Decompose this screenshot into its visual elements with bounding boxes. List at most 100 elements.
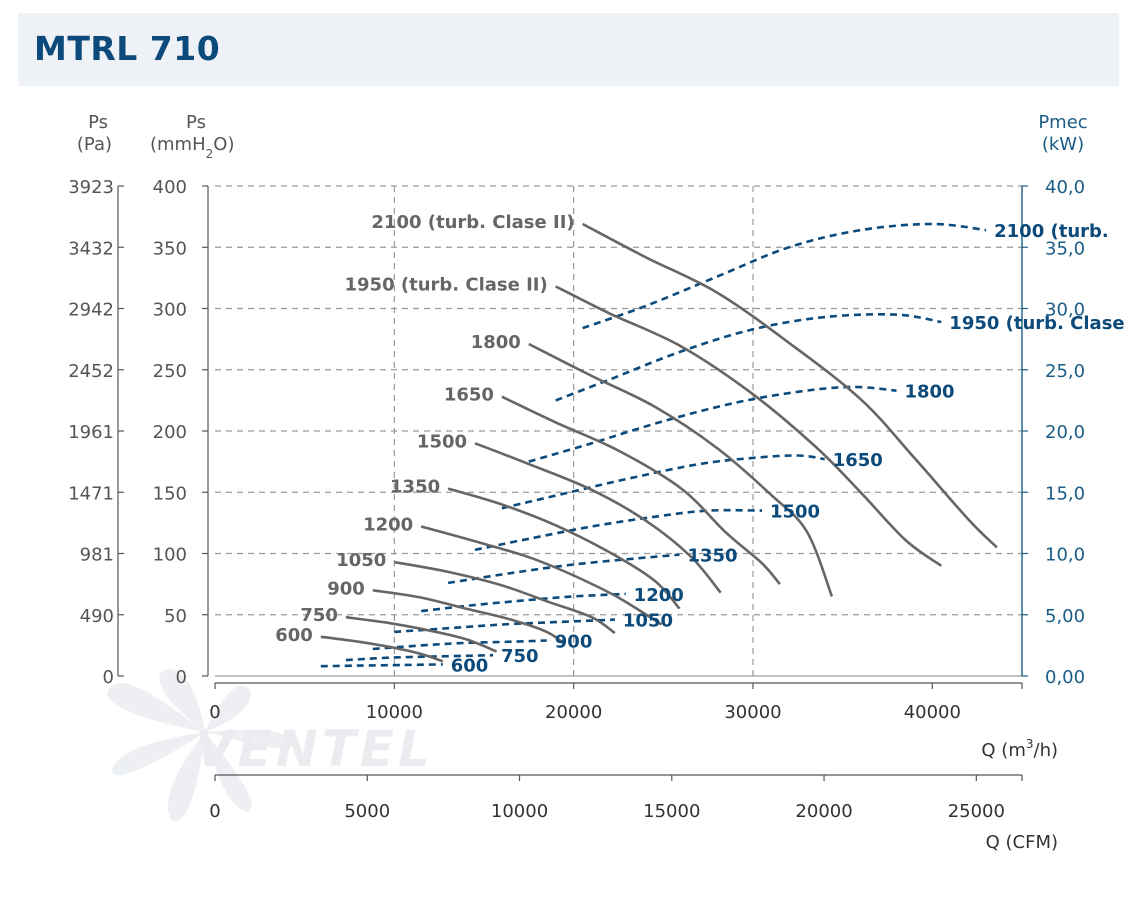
q-cfm-axis-title: Q (CFM) — [986, 832, 1058, 853]
pa-tick-label: 2452 — [68, 361, 114, 382]
pressure-curve-1050 — [394, 560, 616, 635]
pmec-tick-label: 30,0 — [1045, 300, 1085, 321]
mmh2o-tick-label: 200 — [153, 422, 187, 443]
pmec-tick-label: 20,0 — [1045, 422, 1085, 443]
power-curve-600 — [320, 663, 443, 668]
pa-tick-label: 0 — [103, 667, 114, 688]
power-curve-1200 — [421, 592, 626, 613]
power-curve-label: 900 — [555, 631, 593, 652]
power-curves — [320, 222, 987, 668]
pressure-curve-1200 — [420, 525, 663, 626]
pressure-curve-label: 1200 — [363, 515, 413, 536]
power-curve-label: 600 — [451, 655, 489, 676]
pressure-curve-label: 1350 — [390, 477, 440, 498]
pressure-curve-label: 1500 — [417, 431, 467, 452]
pa-tick-label: 490 — [80, 606, 114, 627]
pmec-tick-label: 5,00 — [1045, 606, 1085, 627]
power-curve-label: 1950 (turb. Clase — [949, 313, 1124, 334]
pa-tick-label: 981 — [80, 545, 114, 566]
mmh2o-axis-title: Ps — [186, 112, 206, 133]
q-cfm-tick-label: 25000 — [948, 801, 1005, 822]
pressure-curve-label: 1950 (turb. Clase II) — [345, 274, 548, 295]
pmec-axis-title: Pmec — [1038, 112, 1087, 133]
pa-tick-label: 1961 — [68, 422, 114, 443]
mmh2o-tick-label: 150 — [153, 483, 187, 504]
mmh2o-tick-label: 0 — [176, 667, 187, 688]
q-m3h-tick-label: 10000 — [366, 702, 423, 723]
power-curve-1650 — [501, 454, 825, 510]
curve-labels: 2100 (turb. 1950 (turb. Clase 1800 1650 1500… — [275, 212, 1124, 676]
mmh2o-tick-label: 350 — [153, 238, 187, 259]
q-m3h-tick-label: 20000 — [545, 702, 602, 723]
pressure-curve-1950 — [555, 285, 943, 567]
q-cfm-tick-label: 0 — [209, 801, 220, 822]
pressure-curve-label: 1800 — [471, 332, 521, 353]
pa-axis-unit: (Pa) — [77, 134, 112, 155]
power-curve-1350 — [447, 553, 680, 585]
power-curve-label: 2100 (turb. — [994, 221, 1109, 242]
pressure-curve-label: 1050 — [336, 550, 386, 571]
power-curve-label: 1200 — [634, 585, 684, 606]
power-curve-1500 — [474, 508, 763, 552]
pressure-curve-label: 600 — [275, 625, 313, 646]
title-bar: MTRL 710 — [18, 13, 1119, 86]
q-m3h-tick-label: 30000 — [724, 702, 781, 723]
pmec-tick-label: 0,00 — [1045, 667, 1085, 688]
pressure-curve-label: 750 — [300, 605, 338, 626]
mmh2o-tick-label: 250 — [153, 361, 187, 382]
power-curve-1950 — [555, 313, 942, 402]
pmec-tick-label: 35,0 — [1045, 238, 1085, 259]
mmh2o-axis-unit: (mmH2O) — [150, 134, 234, 161]
watermark-logo: VENTEL — [107, 668, 434, 821]
q-cfm-tick-label: 5000 — [344, 801, 390, 822]
power-curve-750 — [345, 653, 494, 662]
mmh2o-tick-label: 100 — [153, 545, 187, 566]
power-curve-label: 1350 — [687, 546, 737, 567]
pressure-curve-label: 1650 — [444, 385, 494, 406]
pmec-tick-label: 10,0 — [1045, 545, 1085, 566]
grid — [215, 185, 1022, 677]
pmec-axis-unit: (kW) — [1042, 134, 1084, 155]
power-curve-900 — [372, 639, 547, 651]
pmec-tick-label: 25,0 — [1045, 361, 1085, 382]
pressure-curve-750 — [345, 615, 498, 653]
power-curve-label: 1050 — [623, 611, 673, 632]
pressure-curve-1350 — [447, 487, 681, 610]
pa-tick-label: 3923 — [68, 177, 114, 198]
pressure-curve-1800 — [528, 342, 834, 597]
pmec-tick-label: 40,0 — [1045, 177, 1085, 198]
watermark-text: VENTEL — [195, 720, 434, 778]
power-curve-1800 — [528, 385, 897, 463]
power-curve-label: 750 — [501, 646, 539, 667]
power-curve-label: 1800 — [904, 382, 954, 403]
pressure-curve-2100 — [581, 222, 998, 549]
q-cfm-tick-label: 10000 — [491, 801, 548, 822]
power-curve-label: 1500 — [770, 502, 820, 523]
pressure-curves — [320, 222, 998, 663]
q-m3h-axis-title: Q (m3/h) — [981, 737, 1058, 761]
mmh2o-tick-label: 400 — [153, 177, 187, 198]
pressure-curve-label: 900 — [327, 578, 365, 599]
pressure-curve-600 — [320, 635, 444, 663]
q-m3h-tick-label: 40000 — [904, 702, 961, 723]
power-curve-2100 — [582, 222, 987, 330]
page-title: MTRL 710 — [34, 29, 221, 68]
pressure-curve-900 — [372, 589, 566, 646]
power-curve-label: 1650 — [833, 450, 883, 471]
power-curve-1050 — [394, 618, 615, 634]
q-m3h-tick-label: 0 — [209, 702, 220, 723]
pmec-tick-label: 15,0 — [1045, 483, 1085, 504]
mmh2o-tick-label: 300 — [153, 300, 187, 321]
pa-tick-label: 2942 — [68, 300, 114, 321]
q-cfm-tick-label: 20000 — [795, 801, 852, 822]
pa-axis-title: Ps — [88, 112, 108, 133]
pressure-curve-1650 — [501, 395, 781, 585]
pa-tick-label: 1471 — [68, 483, 114, 504]
q-cfm-tick-label: 15000 — [643, 801, 700, 822]
pa-tick-label: 3432 — [68, 238, 114, 259]
mmh2o-tick-label: 50 — [164, 606, 187, 627]
pressure-curve-1500 — [474, 442, 722, 594]
pressure-curve-label: 2100 (turb. Clase II) — [371, 212, 574, 233]
